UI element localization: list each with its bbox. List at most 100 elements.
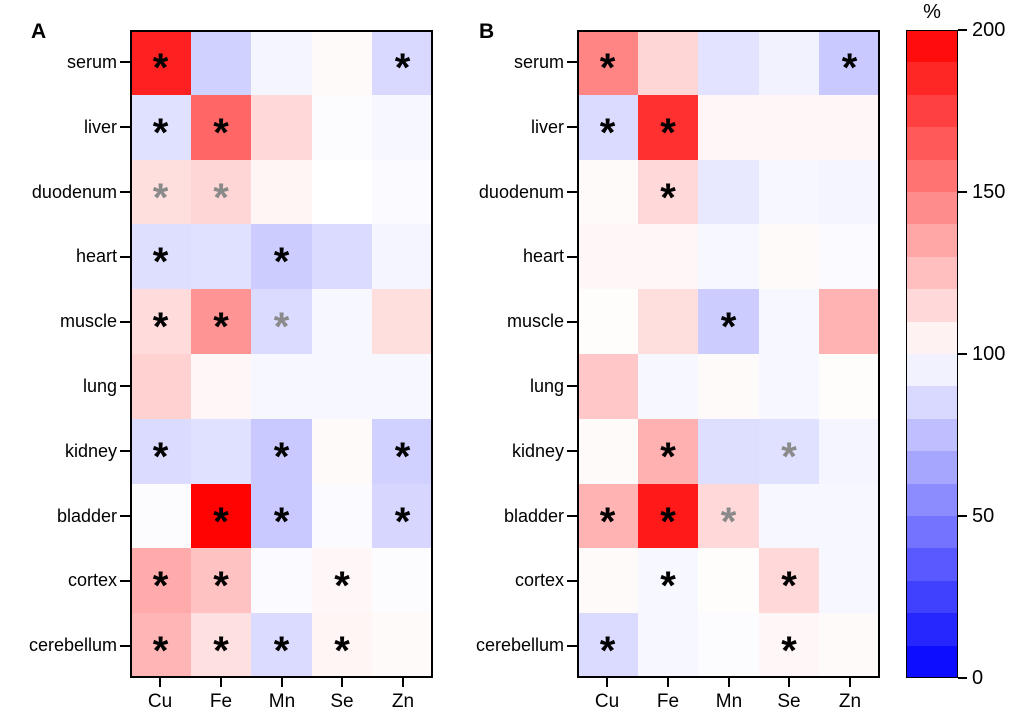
heatmap-cell-a-cortex-Cu (130, 548, 191, 613)
heatmap-cell-a-lung-Cu (130, 354, 191, 419)
heatmap-cell-b-heart-Fe (638, 224, 698, 289)
heatmap-cell-b-duodenum-Cu (577, 160, 638, 224)
heatmap-cell-b-liver-Zn (819, 95, 880, 160)
heatmap-cell-b-serum-Se (759, 30, 819, 95)
heatmap-cell-a-kidney-Se (312, 419, 372, 484)
colorbar-tick-label: 100 (972, 343, 1006, 365)
y-tick-mark (567, 126, 577, 128)
significance-asterisk: * (599, 111, 616, 155)
y-tick-mark (120, 61, 130, 63)
colorbar-segment (906, 581, 958, 613)
significance-asterisk: * (720, 500, 737, 544)
y-tick-mark (120, 450, 130, 452)
colorbar-tick-label: 0 (972, 667, 984, 689)
heatmap-cell-b-duodenum-Fe (638, 160, 698, 224)
heatmap-cell-b-duodenum-Se (759, 160, 819, 224)
significance-asterisk: * (334, 564, 350, 608)
heatmap-cell-b-heart-Mn (698, 224, 759, 289)
y-tick-mark (567, 450, 577, 452)
heatmap-cell-a-serum-Fe (191, 30, 251, 95)
colorbar-tick-mark (958, 515, 967, 517)
significance-asterisk: * (781, 629, 797, 673)
colorbar-segment (906, 386, 958, 419)
row-label-a: duodenum (31, 181, 117, 202)
heatmap-cell-a-kidney-Cu (130, 419, 191, 484)
heatmap-cell-b-duodenum-Zn (819, 160, 880, 224)
heatmap-cell-a-lung-Mn (251, 354, 312, 419)
heatmap-cell-a-muscle-Fe (191, 289, 251, 354)
row-label-a: cerebellum (28, 635, 117, 656)
heatmap-cell-b-lung-Cu (577, 354, 638, 419)
colorbar-tick-mark (958, 353, 967, 355)
colorbar-tick-mark (958, 191, 967, 193)
heatmap-cell-b-heart-Se (759, 224, 819, 289)
heatmap-cell-a-heart-Zn (372, 224, 433, 289)
row-label-b: cortex (514, 570, 564, 591)
colorbar-segment (906, 548, 958, 581)
x-tick-mark (402, 678, 404, 687)
significance-asterisk: * (781, 564, 797, 608)
colorbar-tick-mark (958, 29, 967, 31)
significance-asterisk: * (213, 629, 229, 673)
significance-asterisk: * (273, 629, 290, 673)
colorbar-segment (906, 613, 958, 646)
colorbar-segment (906, 289, 958, 322)
heatmap-cell-b-bladder-Zn (819, 484, 880, 548)
row-label-b: muscle (506, 311, 564, 332)
colorbar-segment (906, 322, 958, 354)
heatmap-cell-b-cerebellum-Se (759, 613, 819, 678)
significance-asterisk: * (660, 435, 676, 479)
row-label-a: heart (75, 246, 117, 267)
heatmap-cell-b-muscle-Zn (819, 289, 880, 354)
heatmap-cell-b-cortex-Cu (577, 548, 638, 613)
y-tick-mark (567, 321, 577, 323)
significance-asterisk: * (213, 111, 229, 155)
significance-asterisk: * (213, 305, 229, 349)
row-label-b: cerebellum (475, 635, 564, 656)
heatmap-cell-b-cerebellum-Fe (638, 613, 698, 678)
heatmap-cell-a-liver-Mn (251, 95, 312, 160)
significance-asterisk: * (273, 305, 290, 349)
col-label-a-Mn: Mn (268, 691, 296, 712)
heatmap-cell-b-liver-Fe (638, 95, 698, 160)
x-tick-mark (667, 678, 669, 687)
heatmap-cell-b-muscle-Mn (698, 289, 759, 354)
row-label-b: liver (530, 116, 564, 137)
y-tick-mark (567, 580, 577, 582)
y-tick-mark (567, 61, 577, 63)
y-tick-mark (120, 385, 130, 387)
heatmap-cell-a-kidney-Fe (191, 419, 251, 484)
significance-asterisk: * (152, 240, 169, 284)
heatmap-cell-b-serum-Zn (819, 30, 880, 95)
x-tick-mark (728, 678, 730, 687)
heatmap-cell-a-liver-Se (312, 95, 372, 160)
row-label-b: duodenum (478, 181, 564, 202)
row-label-a: muscle (59, 311, 117, 332)
significance-asterisk: * (660, 176, 676, 220)
significance-asterisk: * (599, 500, 616, 544)
significance-asterisk: * (152, 629, 169, 673)
heatmap-cell-b-kidney-Mn (698, 419, 759, 484)
heatmap-cell-a-cerebellum-Zn (372, 613, 433, 678)
heatmap-cell-b-bladder-Se (759, 484, 819, 548)
heatmap-cell-a-duodenum-Zn (372, 160, 433, 224)
colorbar-segment (906, 451, 958, 484)
y-tick-mark (120, 126, 130, 128)
significance-asterisk: * (599, 629, 616, 673)
heatmap-cell-a-cerebellum-Fe (191, 613, 251, 678)
heatmap-cell-a-lung-Fe (191, 354, 251, 419)
panel-label-a: A (31, 20, 47, 43)
col-label-a-Zn: Zn (391, 691, 415, 712)
heatmap-cell-a-heart-Cu (130, 224, 191, 289)
significance-asterisk: * (660, 111, 676, 155)
heatmap-cell-a-bladder-Fe (191, 484, 251, 548)
heatmap-cell-b-muscle-Fe (638, 289, 698, 354)
heatmap-cell-a-duodenum-Fe (191, 160, 251, 224)
heatmap-cell-b-cortex-Zn (819, 548, 880, 613)
colorbar-segment (906, 62, 958, 95)
significance-asterisk: * (394, 500, 411, 544)
heatmap-cell-a-lung-Zn (372, 354, 433, 419)
significance-asterisk: * (599, 46, 616, 90)
heatmap-cell-a-kidney-Mn (251, 419, 312, 484)
heatmap-cell-a-cerebellum-Se (312, 613, 372, 678)
